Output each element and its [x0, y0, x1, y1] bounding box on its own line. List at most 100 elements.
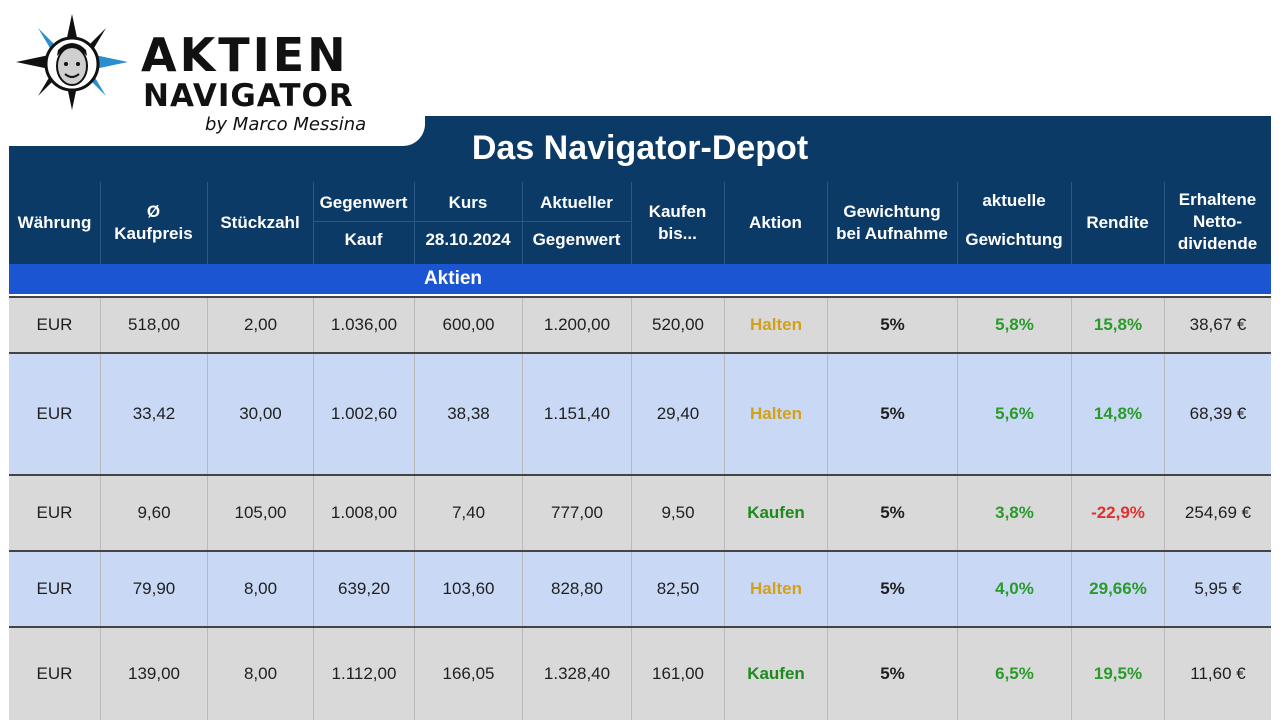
cell-waehrung: EUR	[36, 579, 73, 598]
cell-kaufen-bis: 161,00	[631, 628, 724, 720]
row-separator	[9, 474, 1271, 476]
cell-stueckzahl: 8,00	[207, 552, 313, 626]
cell-aktuelle-gewichtung: 4,0%	[957, 552, 1071, 626]
cell-aktueller-gegenwert: 828,80	[522, 552, 631, 626]
cell-rendite: 14,8%	[1071, 354, 1164, 474]
cell-kaufpreis: 33,42	[100, 354, 207, 474]
header-aktueller-gegenwert-line2: Gegenwert	[532, 230, 621, 249]
cell-aktuelle-gewichtung: 3,8%	[957, 476, 1071, 550]
cell-dividende: 11,60 €	[1164, 628, 1271, 720]
cell-kaufpreis: 518,00	[100, 298, 207, 352]
header-kaufen-bis-line1: Kaufen	[648, 202, 707, 221]
header-rendite: Rendite	[1086, 213, 1149, 232]
table-header: Das Navigator-Depot Währung Ø Kaufpreis …	[9, 116, 1271, 264]
logo-line-navigator: NAVIGATOR	[143, 78, 354, 114]
header-aktueller-gegenwert-line1: Aktueller	[540, 193, 613, 212]
header-stueckzahl: Stückzahl	[220, 213, 300, 232]
depot-table: Das Navigator-Depot Währung Ø Kaufpreis …	[9, 116, 1271, 720]
cell-gegenwert-kauf: 639,20	[313, 552, 414, 626]
table-row: EUR 33,42 30,00 1.002,60 38,38 1.151,40 29,40 H…	[9, 354, 1271, 474]
header-divider	[724, 182, 725, 264]
header-gegenwert-kauf-line2: Kauf	[344, 230, 383, 249]
header-gegenwert-kauf-line1: Gegenwert	[319, 193, 408, 212]
header-divider	[414, 182, 415, 264]
cell-gegenwert-kauf: 1.112,00	[313, 628, 414, 720]
header-divider	[1164, 182, 1165, 264]
cell-aktion: Kaufen	[724, 476, 827, 550]
header-divider	[313, 182, 314, 264]
header-divider	[631, 182, 632, 264]
cell-waehrung: EUR	[36, 315, 73, 334]
header-divider	[827, 182, 828, 264]
cell-aktuelle-gewichtung: 5,8%	[957, 298, 1071, 352]
row-separator	[9, 550, 1271, 552]
cell-gewichtung-aufnahme: 5%	[827, 476, 957, 550]
cell-gegenwert-kauf: 1.036,00	[313, 298, 414, 352]
header-divider	[100, 182, 101, 264]
header-gewichtung-aufnahme: Gewichtung bei Aufnahme	[827, 201, 957, 245]
row-separator	[9, 352, 1271, 354]
cell-dividende: 254,69 €	[1164, 476, 1271, 550]
header-kaufen-bis: Kaufen bis...	[631, 201, 724, 245]
table-row: EUR 518,00 2,00 1.036,00 600,00 1.200,00 520,0…	[9, 298, 1271, 352]
cell-aktueller-gegenwert: 1.200,00	[522, 298, 631, 352]
cell-gegenwert-kauf: 1.002,60	[313, 354, 414, 474]
header-dividende-line2: Netto-	[1192, 212, 1243, 231]
cell-gewichtung-aufnahme: 5%	[827, 628, 957, 720]
logo-line-byline: by Marco Messina	[205, 114, 367, 135]
header-gewichtung-line2: bei Aufnahme	[836, 224, 948, 243]
cell-aktueller-gegenwert: 777,00	[522, 476, 631, 550]
cell-kaufen-bis: 520,00	[631, 298, 724, 352]
header-waehrung: Währung	[17, 213, 92, 232]
header-aktuelle-gewichtung-line1: aktuelle	[982, 191, 1046, 210]
header-kurs-line2: 28.10.2024	[425, 230, 511, 249]
section-aktien-label: Aktien	[423, 268, 483, 289]
header-gewichtung-line1: Gewichtung	[843, 202, 941, 221]
cell-aktion: Halten	[724, 552, 827, 626]
compass-star-icon	[16, 14, 128, 110]
header-kaufpreis-line2: Kaufpreis	[114, 224, 193, 243]
cell-gewichtung-aufnahme: 5%	[827, 552, 957, 626]
logo-line-aktien: AKTIEN	[141, 28, 349, 82]
table-row: EUR 9,60 105,00 1.008,00 7,40 777,00 9,50 Kaufe…	[9, 476, 1271, 550]
cell-kaufpreis: 79,90	[100, 552, 207, 626]
cell-waehrung: EUR	[36, 664, 73, 683]
cell-kurs: 7,40	[414, 476, 522, 550]
cell-stueckzahl: 2,00	[207, 298, 313, 352]
cell-kurs: 38,38	[414, 354, 522, 474]
header-divider	[314, 221, 632, 222]
cell-gegenwert-kauf: 1.008,00	[313, 476, 414, 550]
header-divider	[957, 182, 958, 264]
row-separator	[9, 626, 1271, 628]
header-divider	[207, 182, 208, 264]
header-divider	[522, 182, 523, 264]
cell-aktion: Halten	[724, 298, 827, 352]
cell-dividende: 68,39 €	[1164, 354, 1271, 474]
cell-stueckzahl: 8,00	[207, 628, 313, 720]
header-kaufpreis-line1: Ø	[146, 202, 161, 221]
cell-kurs: 600,00	[414, 298, 522, 352]
row-separator	[9, 296, 1271, 298]
cell-dividende: 38,67 €	[1164, 298, 1271, 352]
cell-aktuelle-gewichtung: 5,6%	[957, 354, 1071, 474]
cell-kaufen-bis: 9,50	[631, 476, 724, 550]
aktien-navigator-logo: AKTIEN NAVIGATOR by Marco Messina	[0, 0, 425, 146]
section-aktien: Aktien	[9, 264, 1271, 294]
table-row: EUR 139,00 8,00 1.112,00 166,05 1.328,40 161,0…	[9, 628, 1271, 720]
header-dividende-line1: Erhaltene	[1178, 190, 1257, 209]
cell-aktion: Halten	[724, 354, 827, 474]
table-title: Das Navigator-Depot	[471, 129, 809, 167]
cell-aktuelle-gewichtung: 6,5%	[957, 628, 1071, 720]
cell-dividende: 5,95 €	[1164, 552, 1271, 626]
header-aktuelle-gewichtung-line2: Gewichtung	[965, 230, 1063, 249]
header-kurs-line1: Kurs	[448, 193, 488, 212]
header-dividende: Erhaltene Netto- dividende	[1164, 189, 1271, 255]
cell-kaufen-bis: 82,50	[631, 552, 724, 626]
cell-kurs: 103,60	[414, 552, 522, 626]
header-dividende-line3: dividende	[1177, 234, 1258, 253]
cell-kaufen-bis: 29,40	[631, 354, 724, 474]
cell-aktueller-gegenwert: 1.151,40	[522, 354, 631, 474]
cell-kurs: 166,05	[414, 628, 522, 720]
header-divider	[1071, 182, 1072, 264]
cell-kaufpreis: 139,00	[100, 628, 207, 720]
